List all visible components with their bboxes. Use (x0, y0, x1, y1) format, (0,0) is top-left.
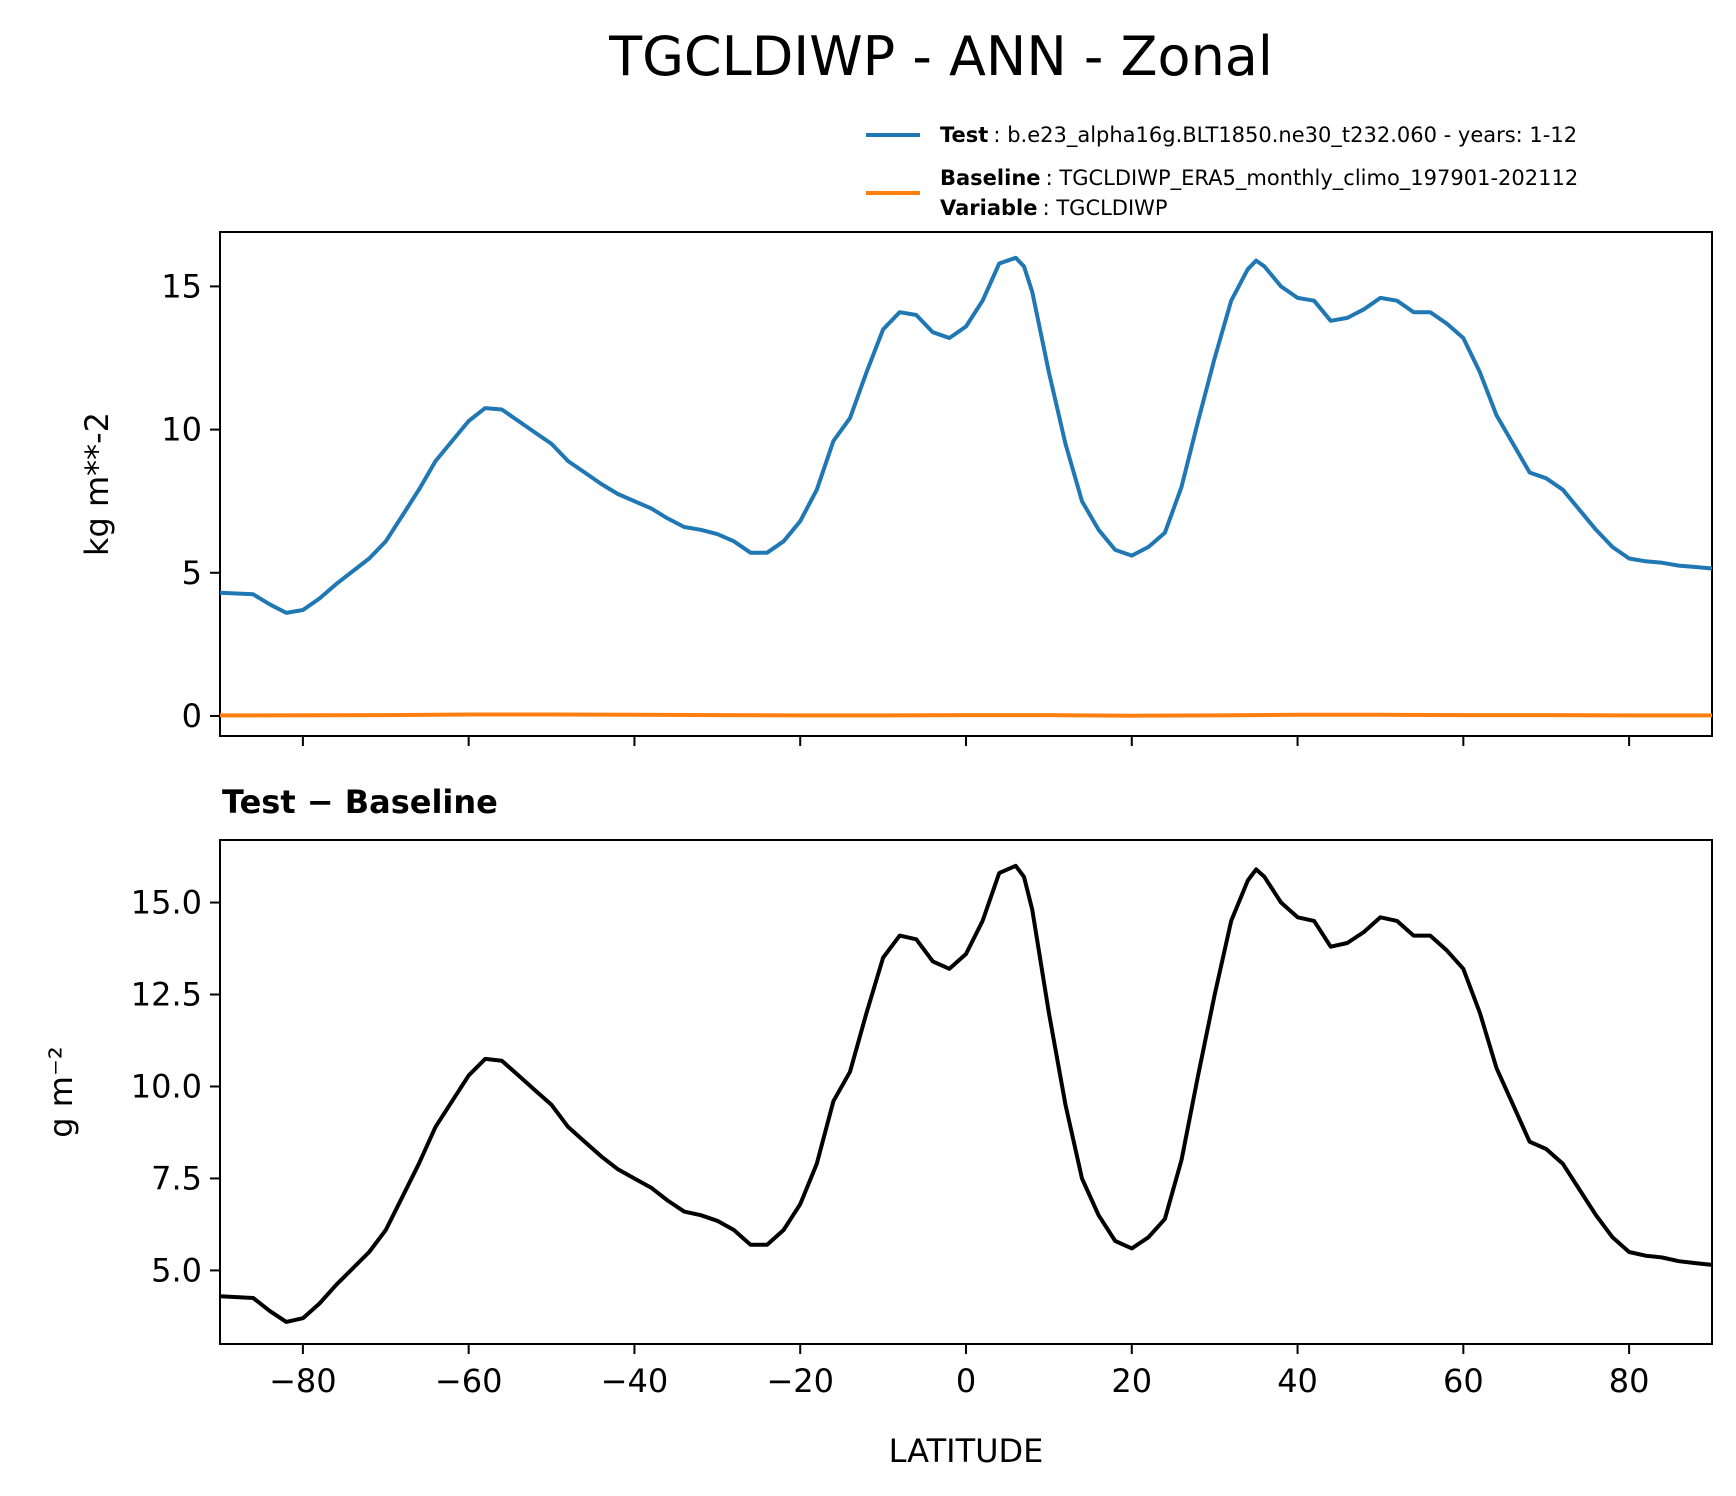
top-panel: 0 5 10 15 kg m**-2 (78, 231, 1713, 746)
legend: Test : b.e23_alpha16g.BLT1850.ne30_t232.… (866, 123, 1578, 220)
bottom-xtick-label: 0 (956, 1362, 976, 1400)
legend-variable-label: Variable (940, 196, 1037, 220)
legend-test-sep: : (993, 123, 1007, 147)
top-series-baseline-line (219, 712, 1712, 718)
bottom-xtick-label: −60 (435, 1362, 503, 1400)
bottom-ytick-label: 5.0 (151, 1251, 202, 1289)
legend-baseline: Baseline : TGCLDIWP_ERA5_monthly_climo_1… (940, 166, 1578, 191)
bottom-yticks: 5.0 7.5 10.0 12.5 15.0 (131, 884, 220, 1289)
bottom-xtick-label: −20 (766, 1362, 834, 1400)
bottom-ytick-label: 10.0 (131, 1067, 202, 1105)
top-ytick-label: 0 (182, 697, 202, 735)
legend-variable-text: TGCLDIWP (1055, 196, 1167, 220)
top-series-test-line (219, 255, 1713, 615)
legend-test-text: b.e23_alpha16g.BLT1850.ne30_t232.060 - y… (1007, 123, 1577, 148)
top-series-layer (219, 255, 1713, 718)
legend-baseline-sep: : (1046, 166, 1060, 190)
bottom-series-layer (219, 863, 1713, 1324)
legend-baseline-text: TGCLDIWP_ERA5_monthly_climo_197901-20211… (1058, 166, 1578, 191)
bottom-y-axis-label: g m⁻² (42, 1046, 80, 1137)
legend-test: Test : b.e23_alpha16g.BLT1850.ne30_t232.… (940, 123, 1577, 148)
top-xticks (301, 736, 1631, 746)
legend-variable-sep: : (1043, 196, 1057, 220)
bottom-xtick-label: 60 (1443, 1362, 1484, 1400)
chart-title: TGCLDIWP - ANN - Zonal (608, 25, 1273, 88)
bottom-xtick-label: −40 (601, 1362, 669, 1400)
top-yticks: 0 5 10 15 (161, 267, 220, 735)
legend-variable: Variable : TGCLDIWP (940, 196, 1168, 220)
top-ytick-label: 5 (182, 554, 202, 592)
bottom-series-difference-line (219, 863, 1713, 1324)
top-plot-frame (219, 231, 1713, 737)
top-ytick-label: 15 (161, 267, 202, 305)
bottom-xtick-label: 80 (1609, 1362, 1650, 1400)
bottom-ytick-label: 7.5 (151, 1159, 202, 1197)
bottom-xtick-label: 40 (1277, 1362, 1318, 1400)
top-ytick-label: 10 (161, 411, 202, 449)
bottom-ytick-label: 15.0 (131, 884, 202, 922)
bottom-plot-frame (219, 839, 1713, 1345)
bottom-panel: Test − Baseline 5.0 7.5 10.0 12.5 15.0 −80 −6… (42, 783, 1713, 1470)
legend-test-label: Test (940, 123, 988, 147)
bottom-xtick-label: 20 (1111, 1362, 1152, 1400)
bottom-panel-title: Test − Baseline (222, 783, 498, 821)
bottom-xtick-label: −80 (269, 1362, 337, 1400)
bottom-ytick-label: 12.5 (131, 976, 202, 1014)
x-axis-label: LATITUDE (889, 1432, 1044, 1470)
legend-baseline-label: Baseline (940, 166, 1041, 190)
bottom-xticks: −80 −60 −40 −20 0 20 40 60 80 (269, 1344, 1649, 1400)
top-y-axis-label: kg m**-2 (78, 412, 116, 556)
